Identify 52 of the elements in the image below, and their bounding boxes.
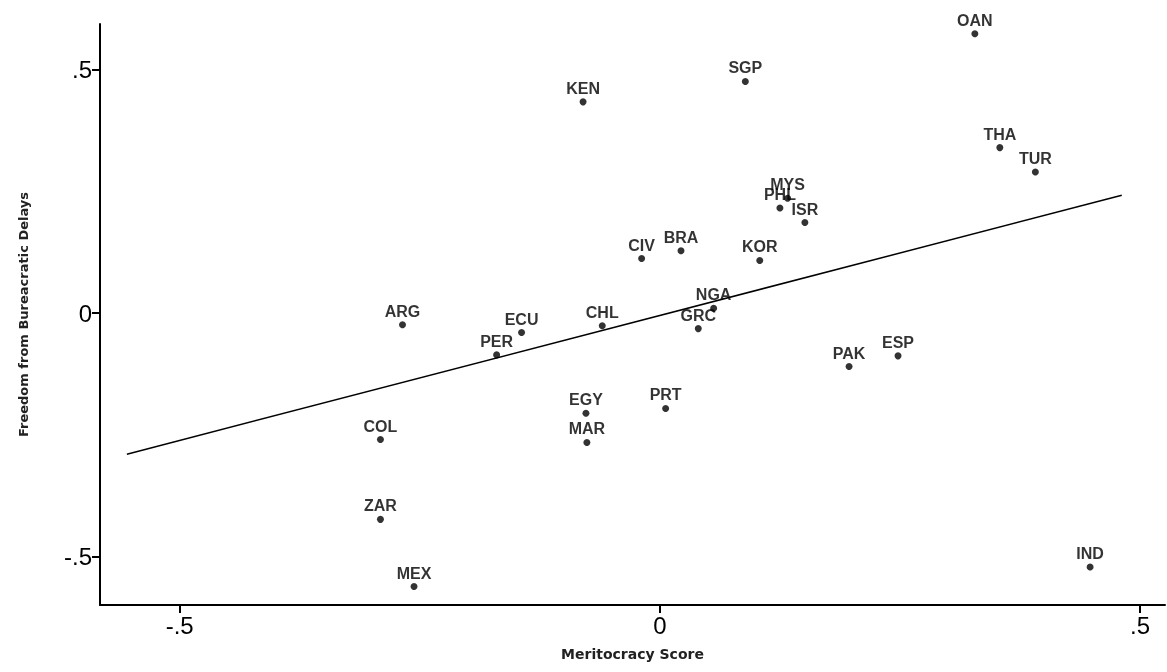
point [756,256,764,264]
point [493,351,501,359]
data-label: ESP [882,333,915,351]
data-label: KEN [566,79,600,97]
data-label: GRC [680,306,717,324]
data-label: ECU [504,310,539,328]
data-label: SGP [728,59,763,77]
data-label: ZAR [363,497,398,515]
point [376,436,384,444]
data-label: CHL [585,303,619,321]
data-label: MAR [568,420,606,438]
point [598,322,606,330]
data-label: TUR [1018,149,1053,167]
data-label: ISR [791,200,819,218]
y-axis-title: Freedom from Bureacratic Delays [16,191,31,438]
data-label: NGA [695,286,732,304]
point [694,325,702,333]
data-label: OAN [957,11,993,29]
data-label: PAK [832,344,866,362]
point [638,255,646,263]
data-label: KOR [741,238,778,256]
y-tick-label: 0 [78,299,92,327]
y-tick-label: -.5 [63,542,92,570]
x-axis-title: Meritocracy Score [561,646,704,662]
data-label: PER [480,332,514,350]
point [376,515,384,523]
point [518,329,526,336]
data-label: BRA [663,228,699,246]
x-tick-label: .5 [1130,611,1151,639]
point [399,321,406,329]
data-label: ARG [384,302,421,320]
point [845,363,853,371]
point [801,219,809,227]
data-label: COL [363,417,398,435]
y-tick-label: .5 [71,56,92,84]
data-label: PRT [649,386,682,404]
x-tick-label: -.5 [165,611,194,639]
point [741,77,749,85]
data-label: EGY [569,391,604,409]
point [677,247,685,255]
point [410,583,418,591]
point [1031,168,1039,176]
point [971,30,979,38]
point [996,144,1004,152]
data-label: CIV [628,236,656,254]
x-tick-label: 0 [653,611,667,639]
data-label: THA [983,125,1017,143]
point [662,404,670,412]
point [582,409,590,417]
point [583,438,591,446]
data-label: IND [1076,545,1104,563]
data-label: MEX [396,564,432,582]
